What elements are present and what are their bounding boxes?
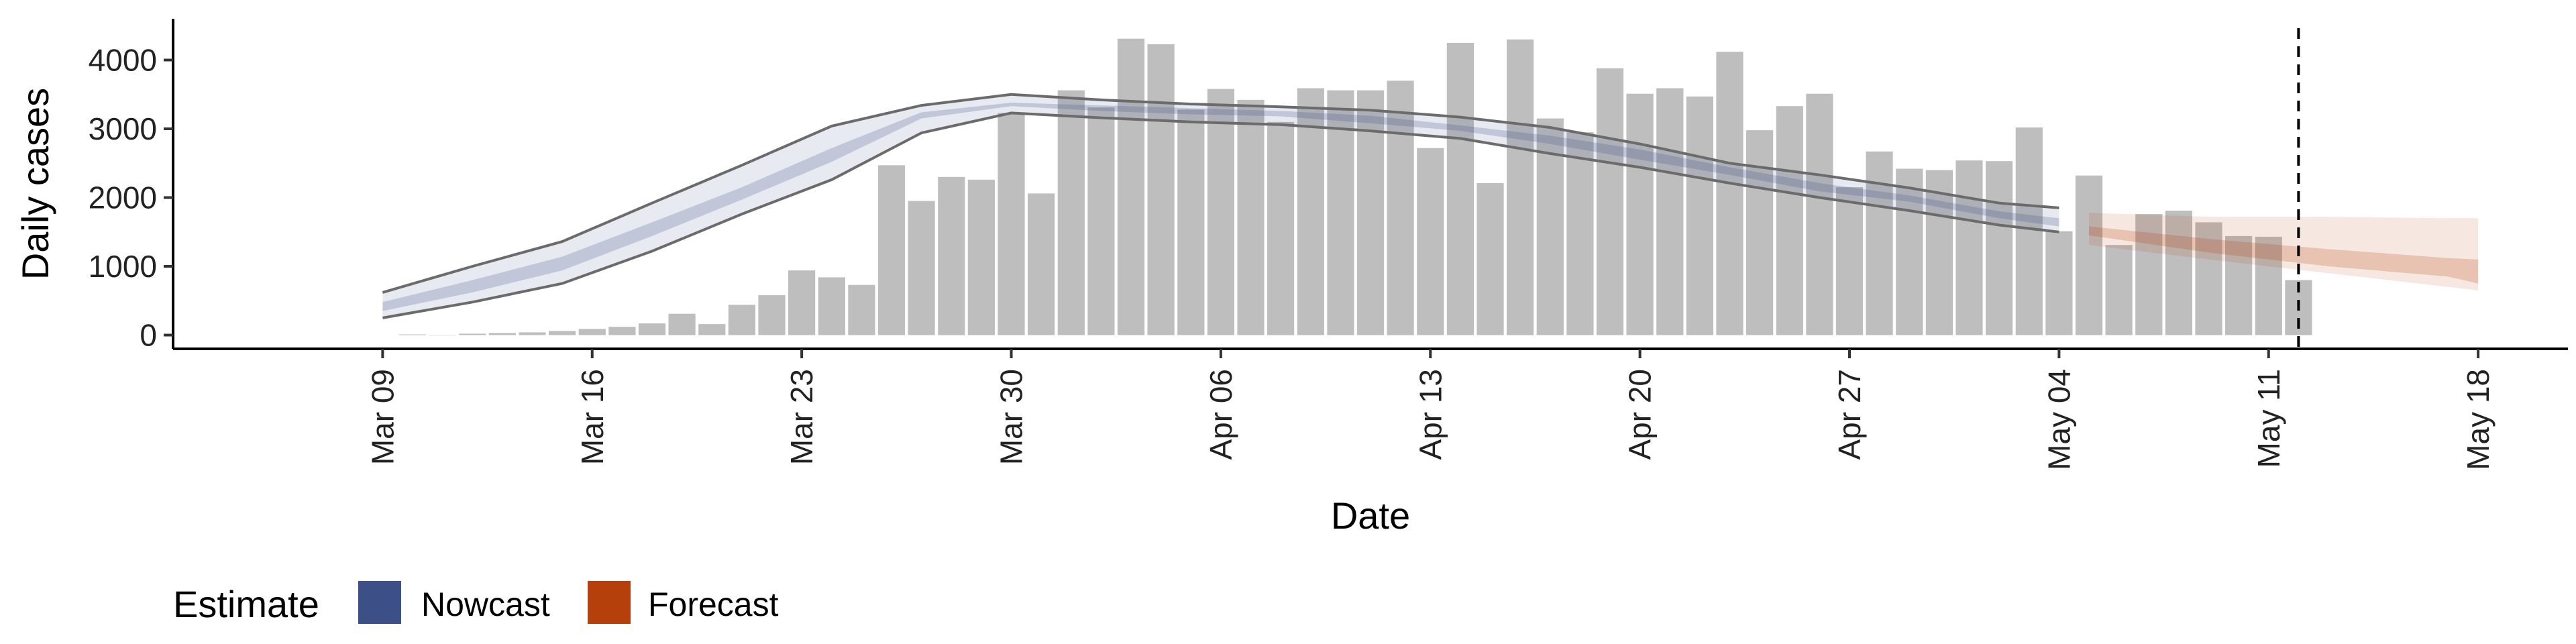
legend-title: Estimate bbox=[173, 583, 319, 625]
bar bbox=[2255, 236, 2282, 335]
bar bbox=[1566, 132, 1594, 335]
y-tick-label: 3000 bbox=[89, 111, 157, 146]
y-axis-ticks: 0 1000 2000 3000 4000 bbox=[89, 43, 173, 353]
nowcast-legend-key bbox=[358, 581, 401, 624]
x-tick-label: Mar 09 bbox=[365, 369, 400, 465]
x-tick-label: Apr 20 bbox=[1623, 369, 1658, 460]
x-tick-label: May 04 bbox=[2041, 369, 2076, 470]
bar bbox=[1327, 90, 1354, 335]
bar bbox=[1596, 68, 1624, 335]
legend-entries: Nowcast Forecast bbox=[358, 581, 779, 624]
bar bbox=[1267, 121, 1295, 335]
bar bbox=[698, 324, 726, 335]
bar bbox=[2195, 222, 2222, 335]
bar bbox=[1297, 88, 1324, 335]
nowcast-upper-line bbox=[382, 93, 2059, 294]
axes bbox=[172, 19, 2568, 350]
bar bbox=[728, 305, 755, 335]
bar bbox=[519, 332, 546, 335]
x-tick-label: Apr 06 bbox=[1203, 369, 1238, 460]
bar bbox=[2045, 231, 2073, 335]
nowcast-band-50 bbox=[382, 103, 2059, 311]
bar bbox=[1626, 93, 1654, 335]
bar bbox=[1866, 151, 1893, 335]
bar bbox=[488, 333, 516, 335]
bar bbox=[1896, 168, 1923, 335]
bar bbox=[1835, 187, 1864, 335]
x-tick-label: Mar 30 bbox=[994, 369, 1029, 465]
bar bbox=[1806, 93, 1833, 335]
bar bbox=[1986, 161, 2013, 335]
bar bbox=[1955, 160, 1983, 335]
bar bbox=[1656, 88, 1684, 335]
bar bbox=[788, 270, 816, 335]
bar bbox=[967, 179, 995, 335]
bar bbox=[1716, 52, 1743, 335]
bar bbox=[1087, 107, 1115, 335]
x-tick-label: Apr 13 bbox=[1413, 369, 1448, 460]
bar bbox=[1117, 38, 1145, 335]
bar bbox=[1237, 99, 1265, 335]
bar bbox=[998, 113, 1025, 335]
bar bbox=[2075, 175, 2103, 335]
bar bbox=[1057, 90, 1085, 335]
ribbons-layer bbox=[382, 93, 2479, 319]
bar bbox=[608, 327, 636, 335]
forecast-legend-label: Forecast bbox=[648, 586, 779, 623]
bar bbox=[1147, 44, 1175, 335]
x-axis-title: Date bbox=[1331, 494, 1410, 537]
nowcast-band-90 bbox=[382, 94, 2059, 318]
bar bbox=[1446, 42, 1474, 335]
bar bbox=[938, 176, 965, 335]
bar bbox=[1507, 39, 1534, 335]
bar bbox=[1746, 130, 1774, 335]
bar bbox=[848, 284, 875, 335]
bar bbox=[578, 329, 606, 335]
bar bbox=[638, 323, 666, 335]
nowcast-lower-line bbox=[382, 111, 2059, 319]
bar bbox=[1417, 148, 1444, 335]
y-tick-label: 4000 bbox=[89, 43, 157, 78]
x-tick-label: Apr 27 bbox=[1832, 369, 1867, 460]
x-tick-label: Mar 16 bbox=[575, 369, 610, 465]
bar bbox=[1776, 106, 1803, 335]
bar bbox=[1387, 80, 1414, 335]
y-tick-label: 1000 bbox=[89, 249, 157, 284]
bar bbox=[2135, 214, 2163, 335]
bar bbox=[459, 333, 486, 335]
bar bbox=[1477, 183, 1504, 335]
bar bbox=[758, 295, 786, 335]
bar bbox=[668, 313, 696, 335]
x-tick-label: Mar 23 bbox=[784, 369, 819, 465]
bar bbox=[2165, 211, 2192, 335]
forecast-legend-key bbox=[588, 581, 631, 624]
x-tick-label: May 11 bbox=[2251, 369, 2286, 468]
bar bbox=[1028, 193, 1055, 335]
y-tick-label: 2000 bbox=[89, 180, 157, 215]
forecast-band-50 bbox=[2089, 226, 2479, 284]
bar bbox=[2015, 127, 2043, 335]
bar bbox=[1177, 109, 1205, 335]
bar bbox=[818, 277, 845, 335]
bar bbox=[1207, 89, 1234, 335]
y-tick-label: 0 bbox=[140, 318, 157, 353]
bar bbox=[1925, 170, 1953, 335]
bar bbox=[2105, 245, 2133, 335]
nowcast-legend-label: Nowcast bbox=[421, 586, 550, 623]
bars-layer bbox=[398, 38, 2312, 335]
bar bbox=[549, 331, 576, 335]
forecast-band-90 bbox=[2089, 213, 2479, 290]
bar bbox=[1686, 96, 1713, 335]
x-tick-label: May 18 bbox=[2461, 369, 2496, 470]
y-axis-title: Daily cases bbox=[14, 88, 56, 280]
legend: Estimate Nowcast Forecast bbox=[173, 581, 779, 625]
bar bbox=[877, 165, 906, 335]
bar bbox=[908, 201, 935, 335]
bar bbox=[2225, 235, 2253, 335]
x-axis-ticks: Mar 09 Mar 16 Mar 23 Mar 30 Apr 06 Apr 13 Apr … bbox=[365, 349, 2496, 470]
